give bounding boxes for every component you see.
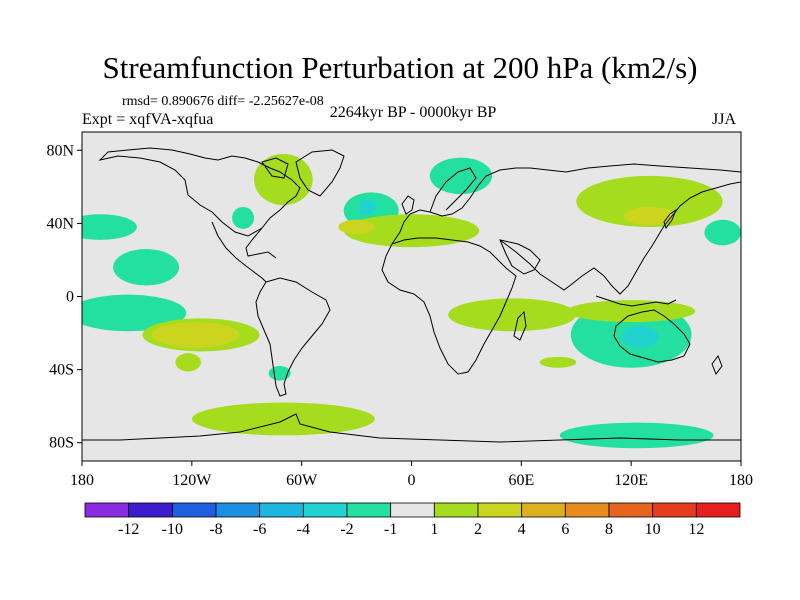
colorbar-label: 2 xyxy=(474,521,482,538)
colorbar-swatch xyxy=(84,502,130,518)
axis-ticks: 180 120W 60W 0 60E 120E 180 80N 40N 0 40S 80S xyxy=(46,142,753,489)
colorbar-swatch xyxy=(390,502,435,518)
colorbar-swatch xyxy=(259,502,304,518)
coastline-baffin xyxy=(261,157,289,179)
lat-tick-label: 80S xyxy=(49,435,74,452)
anomaly-region-22 xyxy=(151,322,240,348)
coastline-madagascar xyxy=(513,310,527,341)
coastline-antarctica xyxy=(82,413,741,443)
coastline-greenland xyxy=(295,149,345,197)
coastline-asia xyxy=(499,181,741,295)
colorbar-swatch xyxy=(215,502,261,518)
lon-tick-label: 0 xyxy=(408,472,416,489)
colorbar-swatch xyxy=(695,502,741,518)
anomaly-region-17 xyxy=(175,353,201,372)
colorbar-label: -10 xyxy=(162,521,183,538)
lat-tick-label: 80N xyxy=(46,142,74,159)
colorbar-label: 8 xyxy=(605,521,613,538)
colorbar-swatch xyxy=(433,502,479,518)
colorbar: -12 -10 -8 -6 -4 -2 -1 1 2 4 6 8 10 12 xyxy=(84,502,741,538)
anomaly-region-4 xyxy=(232,206,255,229)
colorbar-label: -12 xyxy=(118,521,139,538)
coastline-south-america xyxy=(255,277,331,397)
coastlines xyxy=(82,147,741,443)
colorbar-label: 4 xyxy=(518,521,526,538)
coastline-arabia xyxy=(499,239,541,275)
coastline-europe xyxy=(391,163,741,245)
experiment-label: Expt = xqfVA-xqfua xyxy=(82,111,214,128)
colorbar-label: 6 xyxy=(561,521,569,538)
season-label: JJA xyxy=(712,111,737,128)
anomaly-region-24 xyxy=(623,206,676,226)
anomaly-region-20 xyxy=(576,175,723,228)
lat-tick-label: 40S xyxy=(49,362,74,379)
coastline-uk xyxy=(401,195,415,215)
plot-title: Streamfunction Perturbation at 200 hPa (… xyxy=(102,50,698,85)
anomaly-region-9 xyxy=(622,325,659,348)
colorbar-label: -8 xyxy=(209,521,222,538)
colorbar-swatch xyxy=(521,502,566,518)
anomaly-region-10 xyxy=(704,219,741,246)
lon-tick-label: 120W xyxy=(172,472,212,489)
colorbar-swatch xyxy=(477,502,523,518)
colorbar-swatch xyxy=(652,502,697,518)
colorbar-swatch xyxy=(302,502,348,518)
coastline-australia xyxy=(613,309,691,363)
coastline-japan xyxy=(663,208,678,230)
colorbar-label: -4 xyxy=(297,521,310,538)
lon-tick-label: 60W xyxy=(286,472,318,489)
colorbar-swatch xyxy=(128,502,173,518)
colorbar-swatch xyxy=(608,502,654,518)
lon-tick-label: 180 xyxy=(729,472,753,489)
colorbar-swatch xyxy=(564,502,610,518)
lon-tick-label: 60E xyxy=(508,472,534,489)
anomaly-region-11 xyxy=(559,422,714,449)
colorbar-label: 10 xyxy=(645,521,661,538)
colorbar-label: 12 xyxy=(688,521,704,538)
period-label: 2264kyr BP - 0000kyr BP xyxy=(329,104,497,121)
coastline-indonesia xyxy=(595,295,677,307)
colorbar-label: 1 xyxy=(430,521,438,538)
coastline-gulf xyxy=(245,227,277,259)
anomaly-region-16 xyxy=(448,298,577,332)
anomaly-region-1 xyxy=(113,248,180,286)
lon-tick-label: 180 xyxy=(70,472,94,489)
anomaly-region-6 xyxy=(358,199,377,215)
lat-tick-label: 0 xyxy=(66,289,74,306)
colorbar-label: -6 xyxy=(253,521,266,538)
anomaly-region-3 xyxy=(82,294,187,332)
colorbar-label: -1 xyxy=(384,521,397,538)
lat-tick-label: 40N xyxy=(46,215,74,232)
colorbar-swatch xyxy=(346,502,392,518)
anomaly-fields xyxy=(82,153,741,449)
anomaly-region-2 xyxy=(82,214,137,240)
coastline-scandinavia xyxy=(429,167,477,213)
coastline-north-america xyxy=(98,147,301,237)
coastline-africa xyxy=(381,237,517,375)
anomaly-region-18 xyxy=(191,402,375,436)
lon-tick-label: 120E xyxy=(614,472,648,489)
stats-label: rmsd= 0.890676 diff= -2.25627e-08 xyxy=(122,94,324,109)
colorbar-swatch xyxy=(171,502,217,518)
coastline-new-zealand xyxy=(711,354,723,376)
anomaly-region-7 xyxy=(429,157,493,195)
anomaly-region-19 xyxy=(539,356,577,368)
anomaly-region-21 xyxy=(567,300,696,323)
colorbar-label: -2 xyxy=(340,521,353,538)
anomaly-region-23 xyxy=(338,219,375,235)
coastline-central-america xyxy=(211,221,267,283)
